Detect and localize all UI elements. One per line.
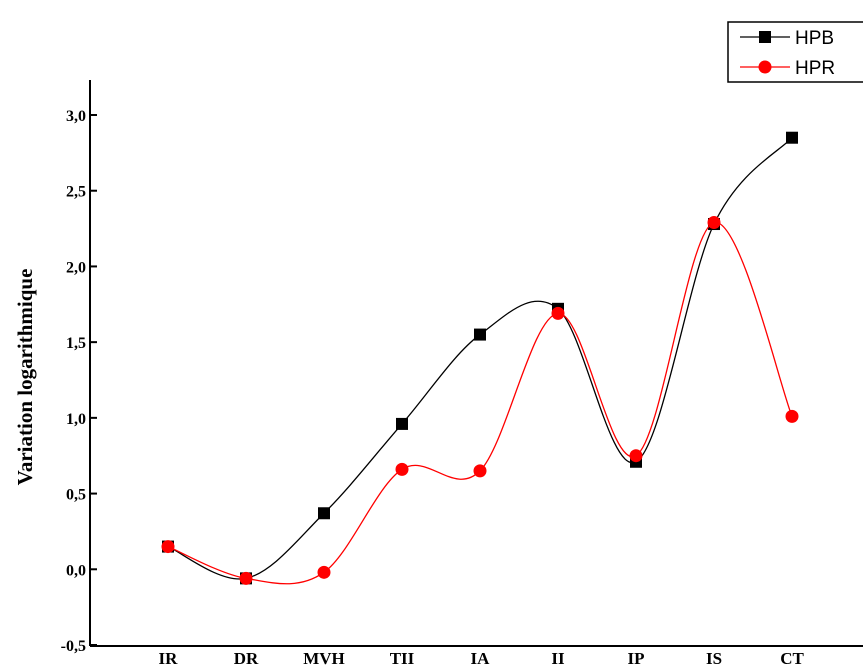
data-point-hpb: [786, 131, 798, 144]
data-point-hpr: [785, 409, 799, 423]
y-tick-label: 1,0: [66, 411, 86, 428]
legend-label: HPB: [795, 28, 834, 49]
data-point-hpr: [395, 462, 409, 476]
data-point-hpr: [551, 306, 565, 320]
y-tick-label: -0,5: [61, 638, 86, 655]
legend-marker: [759, 31, 771, 43]
y-axis-title: Variation logarithmique: [13, 269, 37, 486]
series-layer: [161, 131, 799, 585]
axes: [89, 80, 863, 647]
series-hpb: [162, 131, 798, 585]
x-tick-label: IA: [471, 649, 491, 666]
y-tick-label: 2,5: [66, 184, 86, 201]
x-tick-label: IS: [706, 649, 722, 666]
legend-item-hpb: HPB: [740, 28, 834, 49]
data-point-hpr: [473, 464, 487, 478]
x-tick-label: CT: [780, 649, 804, 666]
y-tick-label: 1,5: [66, 335, 86, 352]
data-point-hpb: [396, 417, 408, 430]
y-tick-label: 0,0: [66, 562, 86, 579]
legend-box: [727, 21, 863, 83]
data-point-hpr: [629, 449, 643, 463]
x-tick-label: TII: [390, 649, 415, 666]
legend-marker: [758, 60, 772, 74]
x-tick-label: DR: [234, 649, 259, 666]
data-point-hpr: [161, 540, 175, 554]
y-ticks: -0,5 0,0 0,5 1,0 1,5 2,0 2,5 3,0: [61, 108, 97, 655]
series-line-hpr: [167, 221, 793, 585]
data-point-hpr: [707, 216, 721, 230]
series-hpr: [161, 216, 799, 585]
legend: HPB HPR: [727, 21, 863, 83]
legend-label: HPR: [795, 58, 835, 79]
y-tick-label: 3,0: [66, 108, 86, 125]
legend-item-hpr: HPR: [740, 58, 835, 79]
data-point-hpr: [317, 565, 331, 579]
y-tick-label: 0,5: [66, 487, 86, 504]
x-tick-label: MVH: [303, 649, 345, 666]
data-point-hpr: [239, 571, 253, 585]
x-tick-label: IR: [159, 649, 179, 666]
data-point-hpb: [318, 507, 330, 520]
y-tick-label: 2,0: [66, 259, 86, 276]
x-tick-label: IP: [628, 649, 645, 666]
x-tick-label: II: [551, 649, 565, 666]
series-line-hpb: [167, 137, 793, 580]
x-ticks: IR DR MVH TII IA II IP IS CT: [159, 649, 805, 666]
data-point-hpb: [474, 328, 486, 341]
